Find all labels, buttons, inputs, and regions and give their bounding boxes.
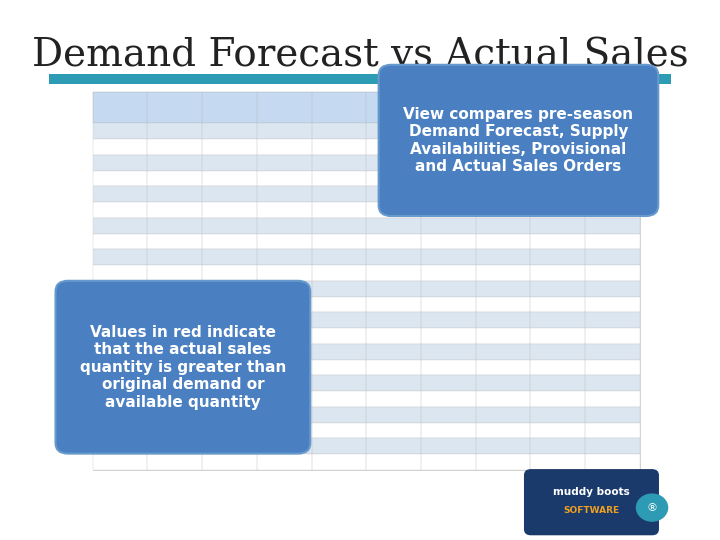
FancyBboxPatch shape [49, 74, 671, 84]
Text: Demand Forecast vs Actual Sales: Demand Forecast vs Actual Sales [32, 38, 688, 75]
FancyBboxPatch shape [93, 281, 639, 296]
FancyBboxPatch shape [93, 391, 639, 407]
FancyBboxPatch shape [525, 470, 658, 535]
FancyBboxPatch shape [93, 407, 639, 422]
FancyBboxPatch shape [93, 139, 639, 155]
FancyBboxPatch shape [93, 92, 639, 123]
FancyBboxPatch shape [93, 344, 639, 360]
FancyBboxPatch shape [93, 422, 639, 438]
Text: View compares pre-season
Demand Forecast, Supply
Availabilities, Provisional
and: View compares pre-season Demand Forecast… [403, 107, 634, 174]
Text: muddy boots: muddy boots [553, 488, 630, 497]
FancyBboxPatch shape [93, 375, 639, 391]
FancyBboxPatch shape [55, 281, 310, 454]
FancyBboxPatch shape [93, 360, 639, 375]
FancyBboxPatch shape [93, 312, 639, 328]
FancyBboxPatch shape [93, 438, 639, 454]
FancyBboxPatch shape [93, 92, 639, 470]
Text: ®: ® [647, 503, 657, 512]
FancyBboxPatch shape [93, 454, 639, 470]
FancyBboxPatch shape [93, 171, 639, 186]
FancyBboxPatch shape [93, 186, 639, 202]
Text: Values in red indicate
that the actual sales
quantity is greater than
original d: Values in red indicate that the actual s… [80, 325, 286, 409]
FancyBboxPatch shape [93, 249, 639, 265]
FancyBboxPatch shape [93, 218, 639, 233]
FancyBboxPatch shape [93, 296, 639, 312]
FancyBboxPatch shape [93, 265, 639, 281]
FancyBboxPatch shape [93, 202, 639, 218]
FancyBboxPatch shape [93, 328, 639, 344]
FancyBboxPatch shape [93, 155, 639, 171]
FancyBboxPatch shape [379, 65, 658, 216]
FancyBboxPatch shape [93, 123, 639, 139]
Circle shape [636, 494, 667, 521]
FancyBboxPatch shape [93, 233, 639, 249]
Text: SOFTWARE: SOFTWARE [563, 506, 619, 515]
